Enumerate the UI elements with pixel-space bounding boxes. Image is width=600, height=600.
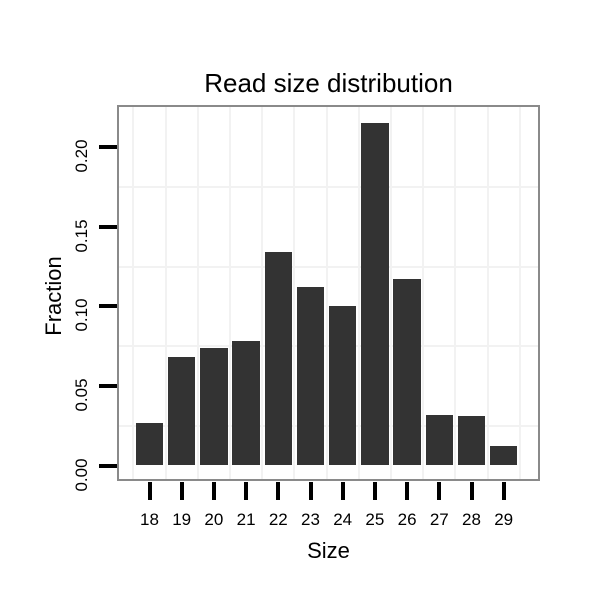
y-tick-label: 0.10 [72, 298, 91, 332]
x-tick [308, 482, 313, 500]
y-axis-title: Fraction [41, 256, 66, 336]
v-gridline [325, 107, 328, 479]
bar [135, 422, 164, 466]
x-tick-label: 19 [172, 510, 192, 529]
h-gridline [119, 345, 538, 348]
v-gridline [293, 107, 296, 479]
bar [425, 414, 454, 466]
x-tick [405, 482, 410, 500]
bar [296, 287, 325, 466]
y-tick [99, 383, 117, 388]
x-tick-label: 18 [140, 510, 159, 529]
v-gridline [261, 107, 264, 479]
v-gridline [486, 107, 489, 479]
bar [361, 123, 389, 466]
v-gridline [229, 107, 231, 479]
x-tick-label: 29 [494, 510, 514, 529]
x-tick-label: 21 [236, 510, 256, 529]
h-gridline [119, 424, 538, 427]
bar [200, 347, 228, 466]
bar [393, 279, 421, 466]
x-tick [276, 482, 281, 500]
v-gridline [390, 107, 392, 479]
v-gridline [422, 107, 425, 479]
bar [232, 341, 260, 466]
x-tick [437, 482, 442, 500]
v-gridline [518, 107, 521, 479]
bar [328, 306, 357, 466]
y-tick-label: 0.00 [72, 457, 91, 492]
x-tick-label: 25 [365, 510, 385, 529]
x-tick-label: 24 [333, 510, 353, 529]
x-tick-label: 27 [429, 510, 449, 529]
y-tick [99, 463, 117, 468]
bar [264, 252, 293, 466]
v-gridline [454, 107, 457, 479]
y-tick-label: 0.15 [72, 219, 91, 253]
y-tick-label: 0.05 [72, 378, 91, 412]
v-gridline [164, 107, 167, 479]
x-tick-label: 23 [301, 510, 320, 529]
plot-panel [117, 105, 540, 481]
x-axis-title: Size [307, 538, 350, 563]
x-tick [372, 482, 377, 500]
x-tick [244, 482, 249, 500]
x-tick [469, 482, 474, 500]
y-tick-label: 0.20 [72, 139, 91, 173]
bar [489, 446, 518, 466]
chart-title: Read size distribution [204, 68, 453, 98]
y-tick [99, 224, 117, 229]
bar [167, 357, 196, 466]
x-tick [147, 482, 152, 500]
v-gridline [196, 107, 199, 479]
x-tick [340, 482, 345, 500]
x-tick [211, 482, 216, 500]
x-tick-label: 28 [462, 510, 481, 529]
x-tick-label: 26 [397, 510, 417, 529]
v-gridline [357, 107, 360, 479]
y-tick [99, 145, 117, 150]
x-tick-label: 22 [268, 510, 288, 529]
x-tick-label: 20 [204, 510, 224, 529]
x-tick [179, 482, 184, 500]
v-gridline [132, 107, 135, 479]
bar [457, 416, 486, 466]
h-gridline [119, 185, 538, 188]
y-tick [99, 304, 117, 309]
h-gridline [119, 265, 538, 268]
x-tick [501, 482, 506, 500]
